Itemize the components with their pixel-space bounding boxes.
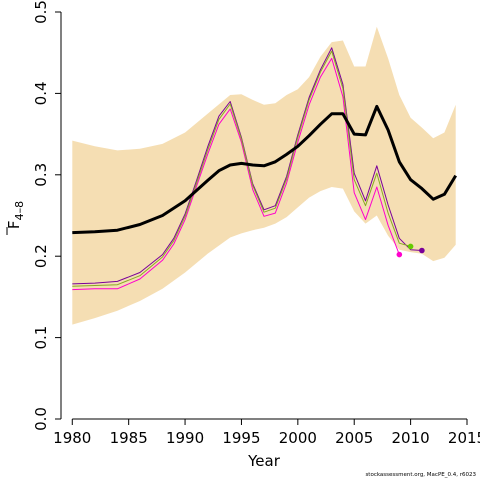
end-point-2 [407, 243, 414, 250]
y-tick-label: 0.3 [32, 163, 50, 187]
y-axis-title: F4–8 [5, 201, 26, 235]
end-points-layer [396, 243, 425, 258]
x-tick-label: 1990 [166, 429, 204, 447]
y-axis-title-main: F [5, 220, 23, 229]
x-tick-label: 1980 [53, 429, 91, 447]
end-point-3 [419, 247, 425, 254]
confidence-band [72, 26, 456, 325]
y-tick-label: 0.4 [32, 81, 50, 105]
svg-text:F4–8: F4–8 [5, 201, 26, 229]
x-tick-label: 2000 [279, 429, 317, 447]
x-tick-label: 1995 [222, 429, 260, 447]
x-tick-label: 1985 [110, 429, 148, 447]
series-line-retro-1 [72, 57, 400, 291]
y-axis-title-sub: 4–8 [13, 201, 26, 221]
x-tick-label: 2015 [448, 429, 480, 447]
end-point-1 [396, 251, 403, 258]
x-tick-label: 2005 [335, 429, 373, 447]
footer-credit: stockassessment.org, MacPE_0.4, r6023 [365, 472, 476, 478]
y-tick-label: 0.5 [32, 0, 50, 24]
x-tick-label: 2010 [392, 429, 430, 447]
series-line-retro-3 [72, 50, 411, 287]
y-tick-label: 0.0 [32, 407, 50, 431]
axes-layer: 0.0 0.1 0.2 0.3 0.4 0.5 1980 1985 1990 1995 2000 20… [32, 0, 480, 447]
series-line-retro-2 [72, 47, 422, 285]
y-tick-label: 0.1 [32, 326, 50, 350]
series-layer [72, 47, 457, 291]
x-axis-title: Year [247, 452, 281, 470]
y-tick-label: 0.2 [32, 244, 50, 268]
series-line-main [72, 104, 457, 235]
confidence-band-layer [72, 26, 456, 325]
